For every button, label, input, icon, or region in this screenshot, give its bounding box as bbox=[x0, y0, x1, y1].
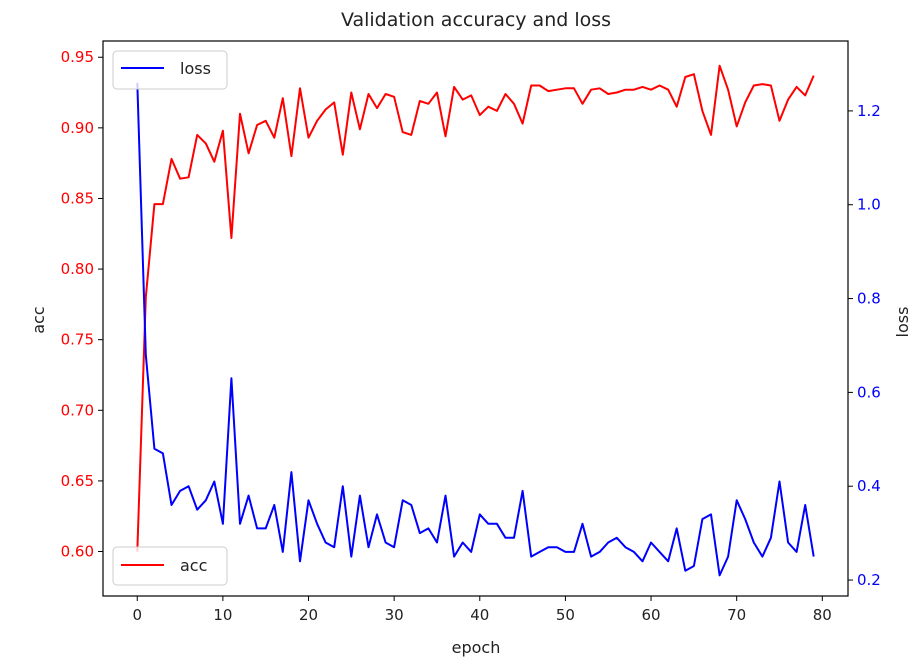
legend-loss-label: loss bbox=[180, 59, 211, 78]
y-right-tick-label: 1.0 bbox=[857, 196, 881, 214]
y-right-tick-label: 0.2 bbox=[857, 571, 881, 589]
y-axis-left: 0.60 0.65 0.70 0.75 0.80 0.85 0.90 0.95 bbox=[61, 48, 103, 561]
x-axis: 0 10 20 30 40 50 60 70 80 bbox=[132, 596, 832, 624]
legend-loss: loss bbox=[112, 50, 228, 90]
legend-acc: acc bbox=[112, 546, 228, 586]
y-left-tick-label: 0.80 bbox=[61, 260, 94, 278]
y-left-tick-label: 0.95 bbox=[61, 48, 94, 66]
x-tick-label: 20 bbox=[299, 606, 318, 624]
y-right-tick-label: 0.6 bbox=[857, 383, 881, 401]
x-tick-label: 40 bbox=[470, 606, 489, 624]
acc-line bbox=[136, 64, 815, 552]
x-tick-label: 60 bbox=[641, 606, 660, 624]
x-axis-label: epoch bbox=[452, 638, 501, 657]
y-left-tick-label: 0.65 bbox=[61, 472, 94, 490]
y-left-tick-label: 0.85 bbox=[61, 189, 94, 207]
x-tick-label: 50 bbox=[556, 606, 575, 624]
legend-acc-label: acc bbox=[180, 556, 207, 575]
x-tick-label: 10 bbox=[213, 606, 232, 624]
y-left-tick-label: 0.75 bbox=[61, 331, 94, 349]
chart-title: Validation accuracy and loss bbox=[341, 9, 611, 31]
y-right-tick-label: 1.2 bbox=[857, 102, 881, 120]
legend-box bbox=[112, 50, 228, 90]
x-tick-label: 80 bbox=[813, 606, 832, 624]
legend-box bbox=[112, 546, 228, 586]
y-axis-right: 0.2 0.4 0.6 0.8 1.0 1.2 bbox=[848, 102, 881, 589]
plot-area bbox=[136, 64, 815, 577]
y-axis-left-label: acc bbox=[29, 306, 48, 333]
y-left-tick-label: 0.70 bbox=[61, 401, 94, 419]
y-right-tick-label: 0.4 bbox=[857, 477, 881, 495]
x-tick-label: 30 bbox=[385, 606, 404, 624]
plot-frame bbox=[102, 40, 849, 597]
y-left-tick-label: 0.90 bbox=[61, 119, 94, 137]
y-right-tick-label: 0.8 bbox=[857, 290, 881, 308]
y-axis-right-label: loss bbox=[893, 307, 912, 338]
y-left-tick-label: 0.60 bbox=[61, 543, 94, 561]
x-tick-label: 0 bbox=[132, 606, 142, 624]
loss-line bbox=[136, 82, 815, 577]
x-tick-label: 70 bbox=[727, 606, 746, 624]
